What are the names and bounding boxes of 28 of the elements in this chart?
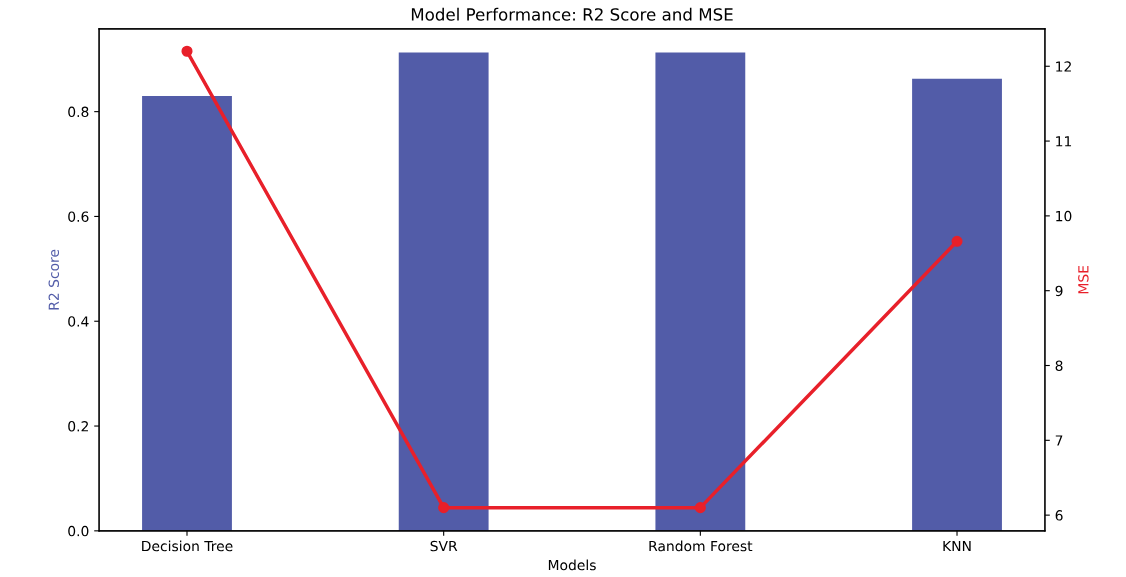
y2-tick-label: 10 — [1056, 210, 1072, 222]
y2-tick-label: 11 — [1056, 136, 1072, 147]
point — [694, 502, 706, 514]
y-tick-label: 0.0 — [68, 525, 89, 537]
y-tick-label: 0.4 — [68, 316, 89, 327]
chart-title: Model Performance: R2 Score and MSE — [411, 7, 733, 21]
y-tick-label: 0.8 — [68, 106, 89, 118]
y-tick-label: 0.2 — [68, 421, 88, 432]
x-tick-label: SVR — [430, 540, 458, 552]
y-axis-title: R2 Score — [48, 249, 60, 310]
bar — [398, 52, 489, 531]
y2-tick-label: 7 — [1055, 435, 1063, 446]
bar — [142, 95, 232, 531]
point — [181, 45, 193, 57]
x-tick-label: KNN — [943, 540, 971, 552]
y-tick-label: 0.6 — [68, 211, 89, 222]
y2-axis-title: MSE — [1078, 265, 1089, 294]
y2-tick-label: 6 — [1055, 510, 1063, 521]
point — [951, 235, 963, 247]
y2-tick-label: 9 — [1055, 285, 1063, 297]
y2-tick-label: 8 — [1055, 360, 1063, 371]
x-tick-label: Random Forest — [649, 540, 753, 552]
y2-tick-label: 12 — [1056, 61, 1071, 72]
x-tick-label: Decision Tree — [142, 540, 233, 552]
x-axis-title: Models — [548, 559, 596, 571]
point — [438, 502, 450, 514]
bar — [912, 78, 1002, 531]
bar — [655, 52, 746, 531]
